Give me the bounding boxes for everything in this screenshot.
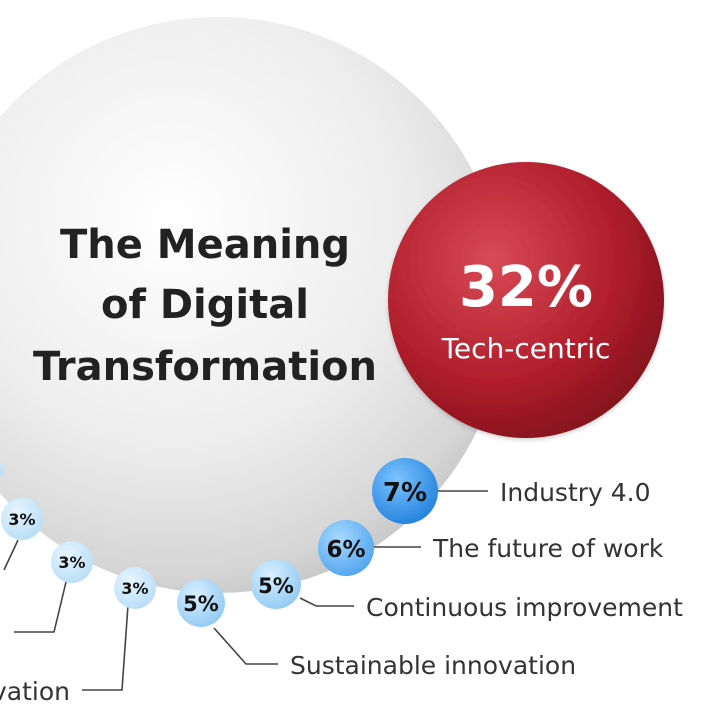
bubble-industry-4 (372, 458, 438, 524)
center-title-line-1: The Meaning (60, 222, 350, 268)
bubble-small-b-percent: 3% (58, 553, 85, 572)
connector-lines (3, 490, 488, 691)
connector-sustainable-innovation (213, 627, 278, 665)
label-small-a: vation (0, 677, 70, 706)
bubble-future-of-work-percent: 6% (326, 537, 365, 563)
tech-centric-sphere (388, 162, 664, 438)
label-industry-4: Industry 4.0 (500, 478, 651, 507)
label-sustainable-innovation: Sustainable innovation (290, 651, 576, 680)
center-title-line-3: Transformation (33, 344, 377, 390)
bubble-future-of-work (318, 520, 374, 576)
bubble-small-a-percent: 3% (121, 579, 148, 598)
bubble-small-b (51, 541, 93, 583)
tech-centric-label: Tech-centric (441, 332, 611, 365)
tech-centric-percent: 32% (459, 255, 593, 320)
connector-small-c (3, 539, 19, 571)
connector-small-b (14, 581, 67, 633)
bubble-sustainable-innovation-percent: 5% (183, 592, 219, 616)
center-title-line-2: of Digital (101, 282, 309, 328)
bubble-continuous-improvement-percent: 5% (258, 574, 294, 598)
label-future-of-work: The future of work (432, 534, 664, 563)
bubble-small-c-percent: 3% (8, 510, 35, 529)
label-continuous-improvement: Continuous improvement (366, 593, 683, 622)
bubble-industry-4-percent: 7% (383, 478, 427, 508)
bubble-edge-partial (0, 462, 4, 478)
connector-continuous-improvement (299, 597, 354, 607)
bubble-sustainable-innovation (177, 579, 225, 627)
connector-small-a (82, 604, 129, 691)
bubble-continuous-improvement (251, 559, 301, 609)
center-sphere (0, 17, 506, 593)
bubble-small-c (1, 498, 43, 540)
bubble-small-a (114, 567, 156, 609)
